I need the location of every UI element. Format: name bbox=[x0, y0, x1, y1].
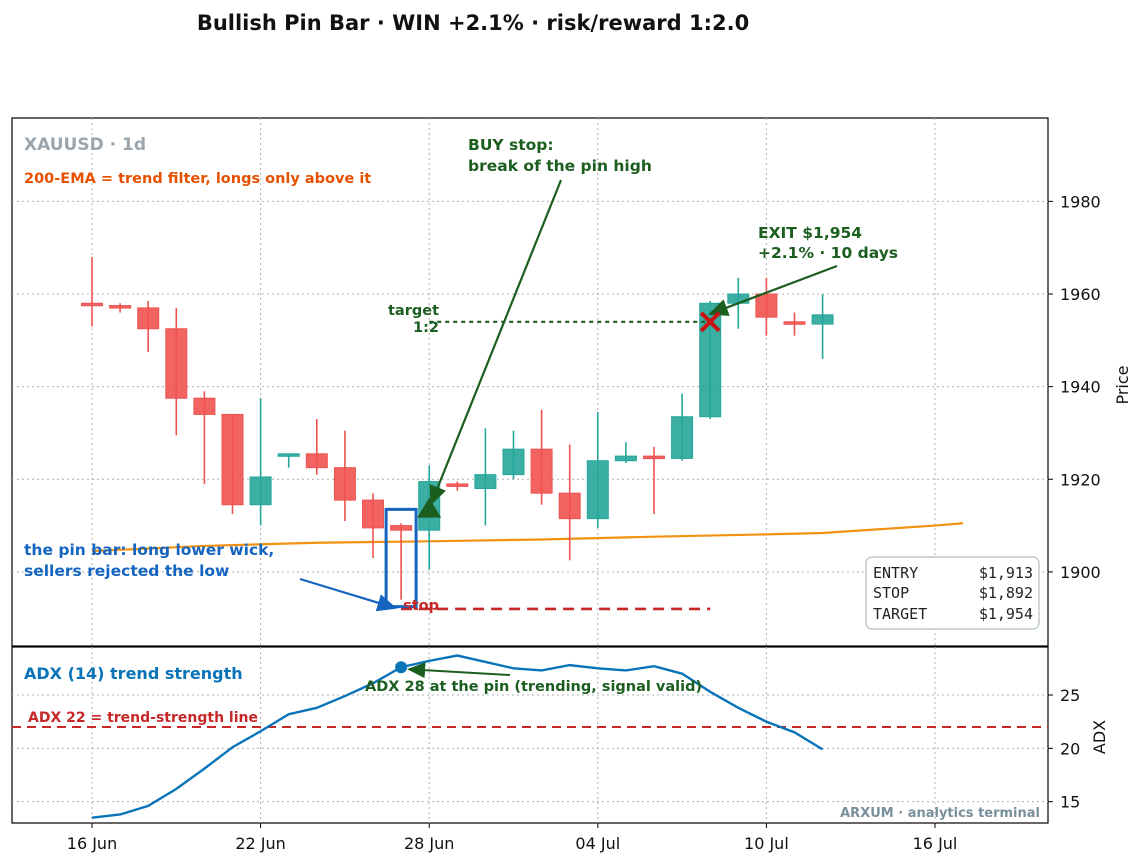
adx-panel-frame bbox=[11, 646, 1049, 824]
x-tick-label: 10 Jul bbox=[744, 834, 789, 853]
trade-summary-box: ENTRY $1,913 STOP $1,892 TARGET $1,954 bbox=[865, 556, 1040, 630]
adx-note-arrow bbox=[407, 662, 511, 679]
x-tick-label: 22 Jun bbox=[235, 834, 285, 853]
pin-note-arrow bbox=[299, 577, 398, 612]
candle-body bbox=[811, 314, 834, 325]
candle-body bbox=[558, 492, 581, 520]
candle-body bbox=[390, 525, 413, 531]
exit-note-arrow bbox=[708, 264, 838, 316]
ema-200-line bbox=[91, 522, 964, 553]
pin-note-line-1: the pin bar: long lower wick, bbox=[24, 541, 274, 559]
buy-note-line-2: break of the pin high bbox=[468, 157, 652, 175]
summary-target-key: TARGET bbox=[873, 605, 927, 623]
target-label-line-2: 1:2 bbox=[413, 320, 439, 336]
pin-bar-highlight-box bbox=[384, 507, 418, 609]
adx-y-tick-label: 25 bbox=[1060, 686, 1080, 705]
candle-body bbox=[586, 460, 609, 520]
candle-body bbox=[671, 416, 694, 459]
adx-pin-marker bbox=[395, 661, 408, 674]
price-y-axis: 1900 1920 1940 1960 1980 bbox=[1048, 192, 1101, 582]
candle-body bbox=[362, 499, 384, 529]
summary-target-value: $1,954 bbox=[979, 605, 1033, 623]
summary-stop-key: STOP bbox=[873, 584, 909, 602]
candle-body bbox=[474, 474, 497, 490]
entry-triangle-marker bbox=[417, 497, 442, 518]
candle-body bbox=[81, 302, 103, 307]
candle-body bbox=[530, 448, 553, 494]
candle-body bbox=[333, 467, 356, 501]
summary-entry-key: ENTRY bbox=[873, 564, 918, 582]
candle-body bbox=[305, 453, 328, 469]
adx-series-label: ADX (14) trend strength bbox=[24, 664, 243, 683]
watermark: ARXUM · analytics terminal bbox=[840, 806, 1040, 821]
chart-title: Bullish Pin Bar · WIN +2.1% · risk/rewar… bbox=[197, 11, 749, 35]
exit-x-marker bbox=[699, 311, 721, 333]
candle-body bbox=[109, 305, 132, 309]
candle-body bbox=[727, 293, 750, 304]
ema-note: 200-EMA = trend filter, longs only above… bbox=[24, 171, 371, 187]
candle-body bbox=[221, 413, 244, 506]
price-y-tick-label: 1940 bbox=[1060, 378, 1101, 397]
candle-body bbox=[614, 455, 637, 462]
x-tick-label: 04 Jul bbox=[575, 834, 620, 853]
candle-body bbox=[137, 307, 160, 330]
candle-body bbox=[783, 321, 806, 325]
adx-threshold-label: ADX 22 = trend-strength line bbox=[28, 710, 258, 726]
adx-y-label: ADX bbox=[1090, 720, 1109, 754]
summary-entry-value: $1,913 bbox=[979, 564, 1033, 582]
candle-body bbox=[502, 448, 525, 476]
candle-body bbox=[277, 453, 300, 457]
symbol-label: XAUUSD · 1d bbox=[24, 135, 146, 155]
price-y-tick-label: 1980 bbox=[1060, 192, 1101, 211]
exit-note-line-1: EXIT $1,954 bbox=[758, 224, 862, 242]
stop-label: stop bbox=[403, 598, 439, 614]
candle-body bbox=[755, 293, 778, 318]
x-axis: 16 Jun 22 Jun 28 Jun 04 Jul 10 Jul 16 Jul bbox=[67, 823, 958, 853]
exit-x-stroke bbox=[699, 311, 721, 333]
price-y-tick-label: 1900 bbox=[1060, 563, 1101, 582]
buy-note-arrow bbox=[429, 179, 563, 506]
summary-stop-value: $1,892 bbox=[979, 584, 1033, 602]
x-tick-label: 16 Jul bbox=[913, 834, 958, 853]
candlesticks bbox=[81, 256, 834, 600]
candle-body bbox=[446, 483, 469, 487]
price-y-tick-label: 1920 bbox=[1060, 470, 1101, 489]
target-label-line-1: target bbox=[388, 303, 439, 319]
adx-marker-note: ADX 28 at the pin (trending, signal vali… bbox=[365, 679, 702, 695]
adx-y-tick-label: 20 bbox=[1060, 739, 1080, 758]
exit-note-line-2: +2.1% · 10 days bbox=[758, 244, 898, 262]
pin-note-line-2: sellers rejected the low bbox=[24, 562, 229, 580]
price-y-label: Price bbox=[1113, 365, 1132, 404]
x-tick-label: 28 Jun bbox=[404, 834, 454, 853]
candle-body bbox=[249, 476, 272, 506]
adx-y-tick-label: 15 bbox=[1060, 793, 1080, 812]
x-tick-label: 16 Jun bbox=[67, 834, 117, 853]
price-y-tick-label: 1960 bbox=[1060, 285, 1101, 304]
buy-note-line-1: BUY stop: bbox=[468, 136, 554, 154]
candle-body bbox=[193, 397, 216, 415]
adx-grid bbox=[12, 647, 1048, 823]
candle-body bbox=[643, 455, 665, 460]
adx-series-line bbox=[91, 654, 824, 819]
candle-body bbox=[165, 328, 188, 399]
adx-y-axis: 15 20 25 bbox=[1048, 686, 1080, 812]
